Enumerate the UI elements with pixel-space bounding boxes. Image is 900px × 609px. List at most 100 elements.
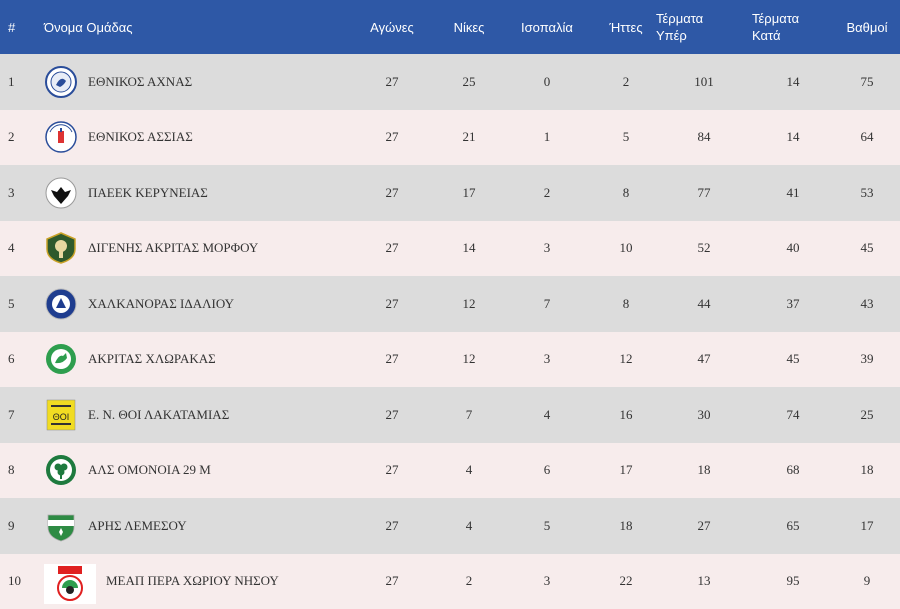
header-goals-for-line2: Υπέρ [656,28,687,43]
row-team-name[interactable]: ΧΑΛΚΑΝΟΡΑΣ ΙΔΑΛΙΟΥ [88,296,234,312]
row-team-cell[interactable]: ΑΚΡΙΤΑΣ ΧΛΩΡΑΚΑΣ [44,332,344,388]
row-team-cell[interactable]: ΑΛΣ ΟΜΟΝΟΙΑ 29 Μ [44,443,344,499]
row-points: 18 [834,443,900,499]
header-goals-for[interactable]: Τέρματα Υπέρ [656,0,752,54]
row-points: 25 [834,387,900,443]
paeek-eagle-crest-icon [44,176,78,210]
row-draws: 0 [498,54,596,110]
svg-text:ΘΟΙ: ΘΟΙ [53,412,70,422]
row-position: 4 [0,221,44,277]
ethnikos-achnas-crest-icon [44,65,78,99]
row-played: 27 [344,221,440,277]
header-goals-against-line1: Τέρματα [752,11,799,26]
row-team-name[interactable]: ΑΚΡΙΤΑΣ ΧΛΩΡΑΚΑΣ [88,351,216,367]
row-goals-for: 52 [656,221,752,277]
header-losses[interactable]: Ήττες [596,0,656,54]
row-goals-against: 68 [752,443,834,499]
row-draws: 3 [498,554,596,609]
row-team-name[interactable]: ΕΘΝΙΚΟΣ ΑΧΝΑΣ [88,74,192,90]
header-played[interactable]: Αγώνες [344,0,440,54]
row-played: 27 [344,110,440,166]
row-team-cell[interactable]: ΔΙΓΕΝΗΣ ΑΚΡΙΤΑΣ ΜΟΡΦΟΥ [44,221,344,277]
row-team-name[interactable]: Ε. Ν. ΘΟΙ ΛΑΚΑΤΑΜΙΑΣ [88,407,229,423]
row-goals-for: 84 [656,110,752,166]
row-team-cell[interactable]: ΕΘΝΙΚΟΣ ΑΧΝΑΣ [44,54,344,110]
row-points: 64 [834,110,900,166]
row-position: 10 [0,554,44,609]
row-team-cell[interactable]: ΑΡΗΣ ΛΕΜΕΣΟΥ [44,498,344,554]
row-team-cell[interactable]: ΕΘΝΙΚΟΣ ΑΣΣΙΑΣ [44,110,344,166]
row-played: 27 [344,443,440,499]
row-draws: 2 [498,165,596,221]
akritas-chlorakas-crest-icon [44,342,78,376]
row-goals-for: 47 [656,332,752,388]
omonoia-29m-crest-icon [44,453,78,487]
row-losses: 8 [596,165,656,221]
row-played: 27 [344,554,440,609]
header-team-name[interactable]: Όνομα Ομάδας [44,0,344,54]
header-goals-for-line1: Τέρματα [656,11,703,26]
row-draws: 4 [498,387,596,443]
row-losses: 18 [596,498,656,554]
row-goals-for: 18 [656,443,752,499]
row-played: 27 [344,165,440,221]
row-wins: 17 [440,165,498,221]
row-goals-against: 45 [752,332,834,388]
row-points: 9 [834,554,900,609]
row-goals-against: 41 [752,165,834,221]
row-draws: 3 [498,332,596,388]
row-wins: 12 [440,332,498,388]
row-goals-for: 13 [656,554,752,609]
ethnikos-assias-crest-icon [44,120,78,154]
row-team-name[interactable]: ΕΘΝΙΚΟΣ ΑΣΣΙΑΣ [88,129,193,145]
row-wins: 21 [440,110,498,166]
row-played: 27 [344,498,440,554]
header-position[interactable]: # [0,0,44,54]
row-points: 39 [834,332,900,388]
row-team-name[interactable]: ΑΡΗΣ ΛΕΜΕΣΟΥ [88,518,187,534]
row-losses: 22 [596,554,656,609]
row-goals-against: 74 [752,387,834,443]
row-wins: 12 [440,276,498,332]
header-goals-against-line2: Κατά [752,28,781,43]
row-position: 8 [0,443,44,499]
row-wins: 25 [440,54,498,110]
row-team-cell[interactable]: ΠΑΕΕΚ ΚΕΡΥΝΕΙΑΣ [44,165,344,221]
row-draws: 1 [498,110,596,166]
row-position: 9 [0,498,44,554]
aris-limassol-crest-icon [44,509,78,543]
row-position: 2 [0,110,44,166]
row-goals-against: 95 [752,554,834,609]
meap-crest-icon [44,564,96,598]
row-team-cell[interactable]: ΜΕΑΠ ΠΕΡΑ ΧΩΡΙΟΥ ΝΗΣΟΥ [44,554,344,609]
row-team-cell[interactable]: ΧΑΛΚΑΝΟΡΑΣ ΙΔΑΛΙΟΥ [44,276,344,332]
header-points[interactable]: Βαθμοί [834,0,900,54]
header-draws[interactable]: Ισοπαλία [498,0,596,54]
header-wins[interactable]: Νίκες [440,0,498,54]
row-goals-for: 27 [656,498,752,554]
row-goals-for: 44 [656,276,752,332]
row-team-name[interactable]: ΑΛΣ ΟΜΟΝΟΙΑ 29 Μ [88,462,211,478]
row-points: 53 [834,165,900,221]
row-team-name[interactable]: ΜΕΑΠ ΠΕΡΑ ΧΩΡΙΟΥ ΝΗΣΟΥ [106,573,279,589]
row-team-cell[interactable]: ΘΟΙ Ε. Ν. ΘΟΙ ΛΑΚΑΤΑΜΙΑΣ [44,387,344,443]
row-points: 75 [834,54,900,110]
row-points: 17 [834,498,900,554]
row-goals-against: 14 [752,54,834,110]
header-goals-against[interactable]: Τέρματα Κατά [752,0,834,54]
row-losses: 10 [596,221,656,277]
row-goals-against: 14 [752,110,834,166]
row-team-name[interactable]: ΠΑΕΕΚ ΚΕΡΥΝΕΙΑΣ [88,185,208,201]
row-draws: 5 [498,498,596,554]
row-team-name[interactable]: ΔΙΓΕΝΗΣ ΑΚΡΙΤΑΣ ΜΟΡΦΟΥ [88,240,258,256]
